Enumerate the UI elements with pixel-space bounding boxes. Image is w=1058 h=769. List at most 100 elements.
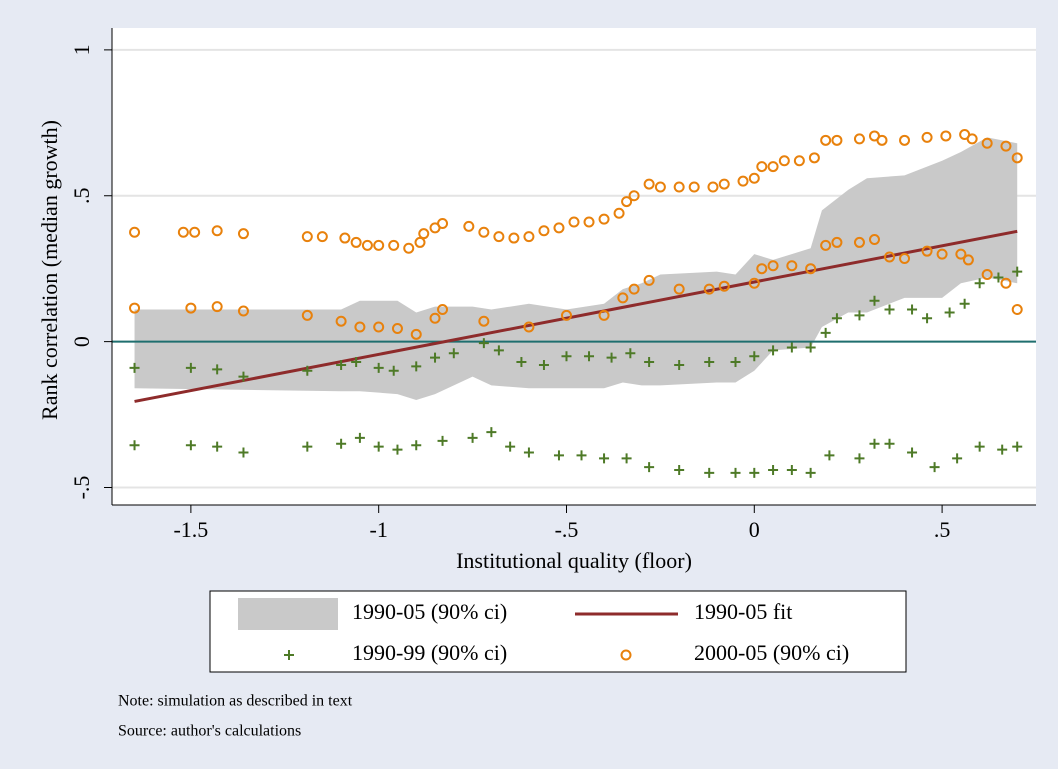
circle-marker (335, 315, 347, 327)
circle-marker (339, 232, 351, 244)
circle-marker (805, 263, 817, 275)
circle-marker (129, 302, 141, 314)
plus-marker (805, 467, 816, 478)
circle-marker (538, 225, 550, 237)
plus-marker (929, 462, 940, 473)
circle-marker (354, 321, 366, 333)
circle-marker (737, 175, 749, 187)
plus-marker (437, 435, 448, 446)
circle-marker (478, 226, 490, 238)
circle-marker (1000, 277, 1012, 289)
plus-marker (786, 464, 797, 475)
legend-items: 1990-05 (90% ci) 1990-05 fit 1990-99 (90% … (238, 598, 849, 665)
circle-marker (884, 251, 896, 263)
plus-marker (373, 362, 384, 373)
plus-marker (644, 462, 655, 473)
circle-marker (899, 134, 911, 146)
plus-marker (185, 440, 196, 451)
circle-marker (853, 236, 865, 248)
circle-marker (966, 133, 978, 145)
circle-marker (478, 315, 490, 327)
plus-marker (302, 365, 313, 376)
plus-marker (599, 453, 610, 464)
circle-marker (177, 226, 189, 238)
circle-marker (673, 181, 685, 193)
circle-marker (463, 220, 475, 232)
plus-marker (351, 357, 362, 368)
plus-marker (854, 310, 865, 321)
circle-marker (831, 236, 843, 248)
circle-marker (301, 231, 313, 243)
circle-marker (962, 254, 974, 266)
y-tick-label: 0 (69, 336, 94, 347)
plus-marker (336, 438, 347, 449)
plus-marker (704, 467, 715, 478)
circle-marker (237, 228, 249, 240)
circle-marker (620, 649, 632, 661)
source: Source: author's calculations (118, 723, 301, 740)
circle-marker (388, 239, 400, 251)
circle-marker (628, 190, 640, 202)
circle-marker (414, 236, 426, 248)
plus-marker (644, 357, 655, 368)
circle-marker (767, 260, 779, 272)
plus-marker (584, 351, 595, 362)
plus-marker (448, 348, 459, 359)
plus-marker (993, 272, 1004, 283)
plus-marker (997, 444, 1008, 455)
circle-marker (940, 130, 952, 142)
circle-marker (1000, 140, 1012, 152)
circle-marker (707, 181, 719, 193)
plus-marker (302, 441, 313, 452)
plus-marker (884, 304, 895, 315)
circle-marker (808, 152, 820, 164)
plus-marker (388, 365, 399, 376)
circle-marker (316, 231, 328, 243)
x-tick-label: -1.5 (173, 517, 208, 542)
plus-marker (869, 295, 880, 306)
plus-marker (824, 450, 835, 461)
circle-marker (793, 155, 805, 167)
circle-marker (583, 216, 595, 228)
circle-marker (129, 226, 141, 238)
plus-marker (185, 362, 196, 373)
plus-marker (749, 351, 760, 362)
circle-marker (778, 155, 790, 167)
plus-marker (674, 464, 685, 475)
plus-marker (516, 357, 527, 368)
circle-marker (429, 312, 441, 324)
circle-marker (523, 231, 535, 243)
x-tick-label: -.5 (555, 517, 579, 542)
legend-label: 1990-05 (90% ci) (352, 599, 507, 624)
plus-marker (411, 440, 422, 451)
plus-marker (354, 432, 365, 443)
y-axis-title: Rank correlation (median growth) (37, 120, 62, 420)
circle-marker (598, 213, 610, 225)
circle-marker (786, 260, 798, 272)
circle-marker (361, 239, 373, 251)
circle-marker (437, 304, 449, 316)
plus-marker (129, 440, 140, 451)
circle-marker (185, 302, 197, 314)
plus-marker (704, 357, 715, 368)
circle-marker (936, 248, 948, 260)
circle-marker (617, 292, 629, 304)
x-tick-label: 0 (749, 517, 760, 542)
plus-marker (561, 351, 572, 362)
plus-marker (907, 304, 918, 315)
circle-marker (921, 131, 933, 143)
plus-marker (129, 362, 140, 373)
plus-marker (238, 447, 249, 458)
plus-marker (1012, 441, 1023, 452)
circle-marker (1011, 304, 1023, 316)
circle-marker (437, 217, 449, 229)
circle-marker (301, 309, 313, 321)
fit-line (134, 229, 1018, 403)
circle-marker (981, 269, 993, 281)
y-tick-label: -.5 (69, 476, 94, 500)
circle-marker (211, 301, 223, 313)
plus-marker (768, 345, 779, 356)
plus-marker (1012, 266, 1023, 277)
plus-marker (805, 342, 816, 353)
legend-label: 2000-05 (90% ci) (694, 640, 849, 665)
